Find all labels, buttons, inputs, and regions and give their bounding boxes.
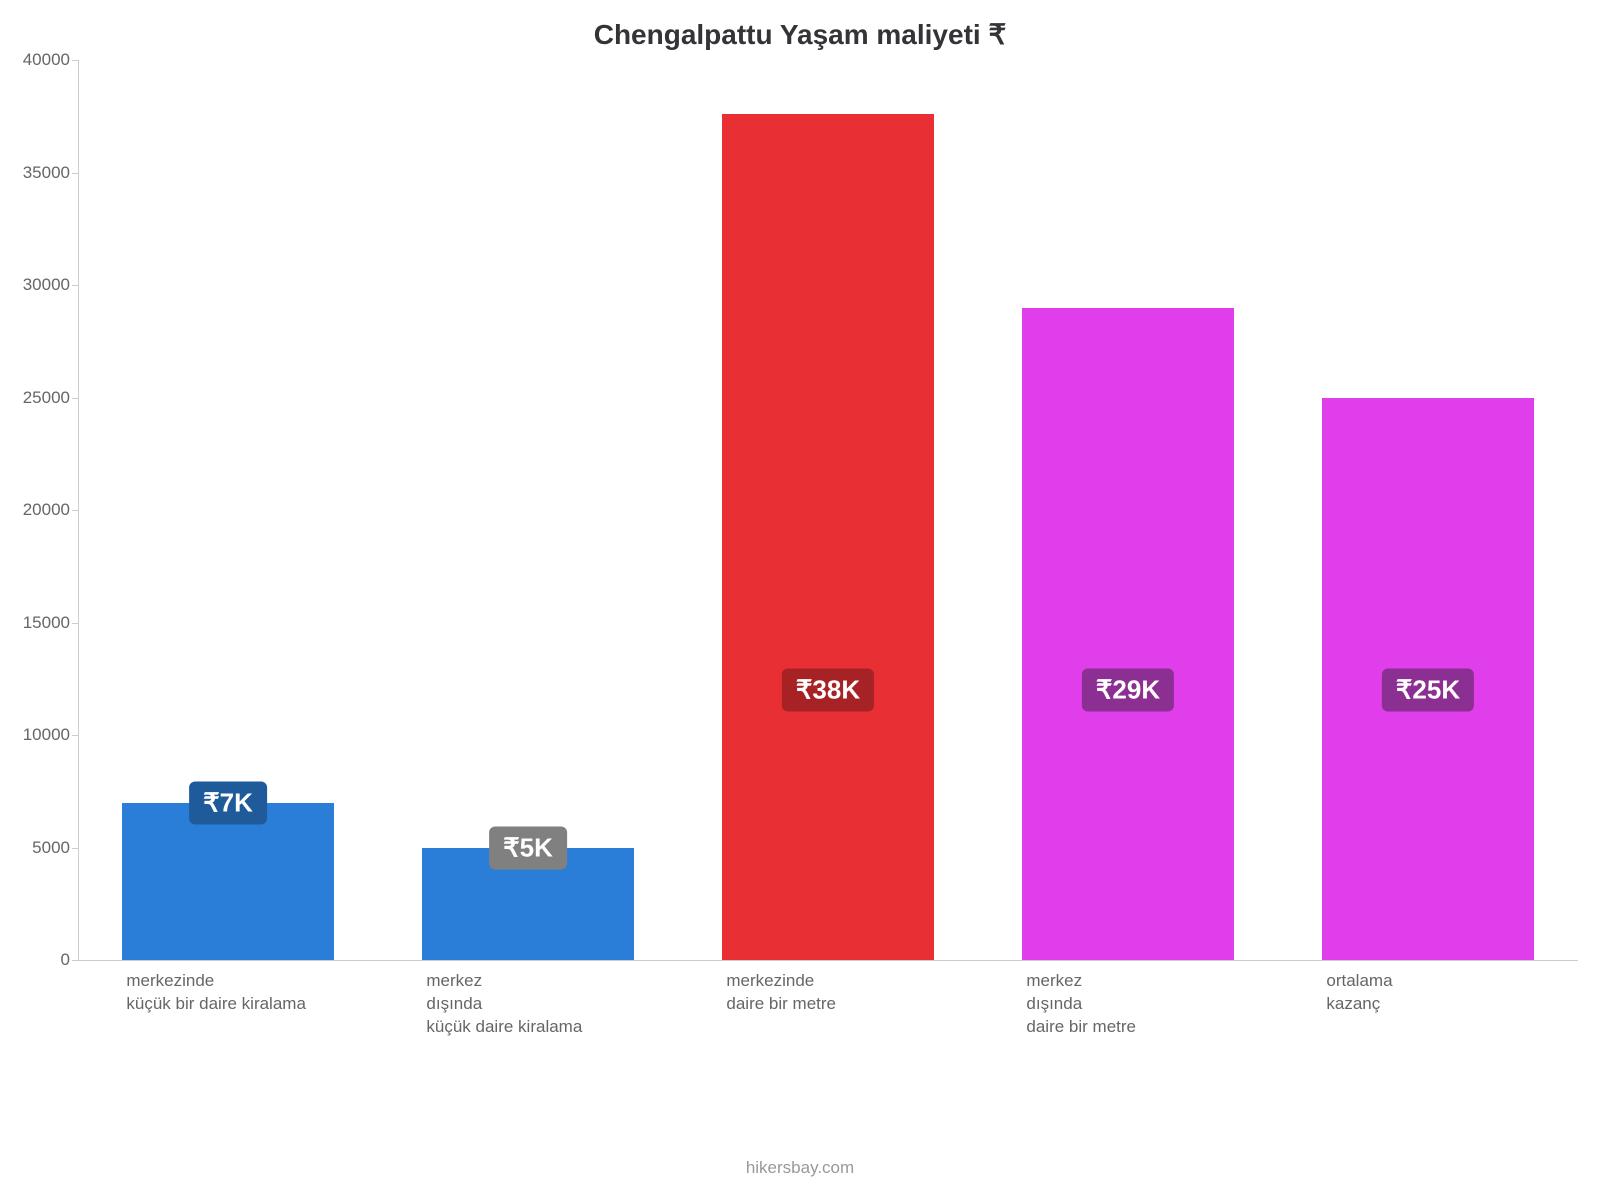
y-tick-mark xyxy=(72,735,78,736)
y-tick-mark xyxy=(72,285,78,286)
x-axis-line xyxy=(78,960,1578,961)
bar xyxy=(722,114,933,960)
bar xyxy=(1022,308,1233,961)
y-tick-label: 5000 xyxy=(32,838,70,858)
bar-value-label: ₹29K xyxy=(1082,669,1174,712)
chart-credits: hikersbay.com xyxy=(0,1158,1600,1178)
y-tick-mark xyxy=(72,510,78,511)
x-tick-label: merkezinde küçük bir daire kiralama xyxy=(126,970,306,1016)
y-tick-mark xyxy=(72,60,78,61)
y-tick-label: 30000 xyxy=(23,275,70,295)
y-tick-mark xyxy=(72,848,78,849)
y-tick-mark xyxy=(72,173,78,174)
y-tick-mark xyxy=(72,398,78,399)
bar-value-label: ₹7K xyxy=(189,781,267,824)
bar-value-label: ₹38K xyxy=(782,669,874,712)
bar-value-label: ₹5K xyxy=(489,826,567,869)
y-axis-line xyxy=(78,60,79,960)
x-tick-label: ortalama kazanç xyxy=(1326,970,1392,1016)
y-tick-mark xyxy=(72,960,78,961)
y-tick-label: 40000 xyxy=(23,50,70,70)
x-tick-label: merkezinde daire bir metre xyxy=(726,970,836,1016)
plot-area: 0500010000150002000025000300003500040000… xyxy=(78,60,1578,960)
x-tick-label: merkez dışında küçük daire kiralama xyxy=(426,970,582,1039)
bar-value-label: ₹25K xyxy=(1382,669,1474,712)
y-tick-label: 0 xyxy=(61,950,70,970)
y-tick-label: 35000 xyxy=(23,163,70,183)
x-tick-label: merkez dışında daire bir metre xyxy=(1026,970,1136,1039)
y-tick-label: 10000 xyxy=(23,725,70,745)
chart-title: Chengalpattu Yaşam maliyeti ₹ xyxy=(0,18,1600,51)
y-tick-label: 15000 xyxy=(23,613,70,633)
chart-container: Chengalpattu Yaşam maliyeti ₹ 0500010000… xyxy=(0,0,1600,1200)
bar xyxy=(122,803,333,961)
y-tick-mark xyxy=(72,623,78,624)
y-tick-label: 25000 xyxy=(23,388,70,408)
y-tick-label: 20000 xyxy=(23,500,70,520)
